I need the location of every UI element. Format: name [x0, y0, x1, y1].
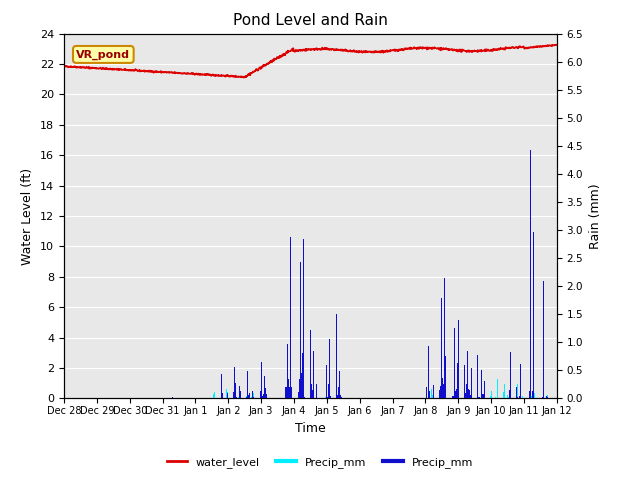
- Text: VR_pond: VR_pond: [76, 49, 131, 60]
- Y-axis label: Water Level (ft): Water Level (ft): [22, 168, 35, 264]
- Y-axis label: Rain (mm): Rain (mm): [589, 183, 602, 249]
- Legend: water_level, Precip_mm, Precip_mm: water_level, Precip_mm, Precip_mm: [162, 452, 478, 472]
- X-axis label: Time: Time: [295, 421, 326, 434]
- Title: Pond Level and Rain: Pond Level and Rain: [233, 13, 388, 28]
